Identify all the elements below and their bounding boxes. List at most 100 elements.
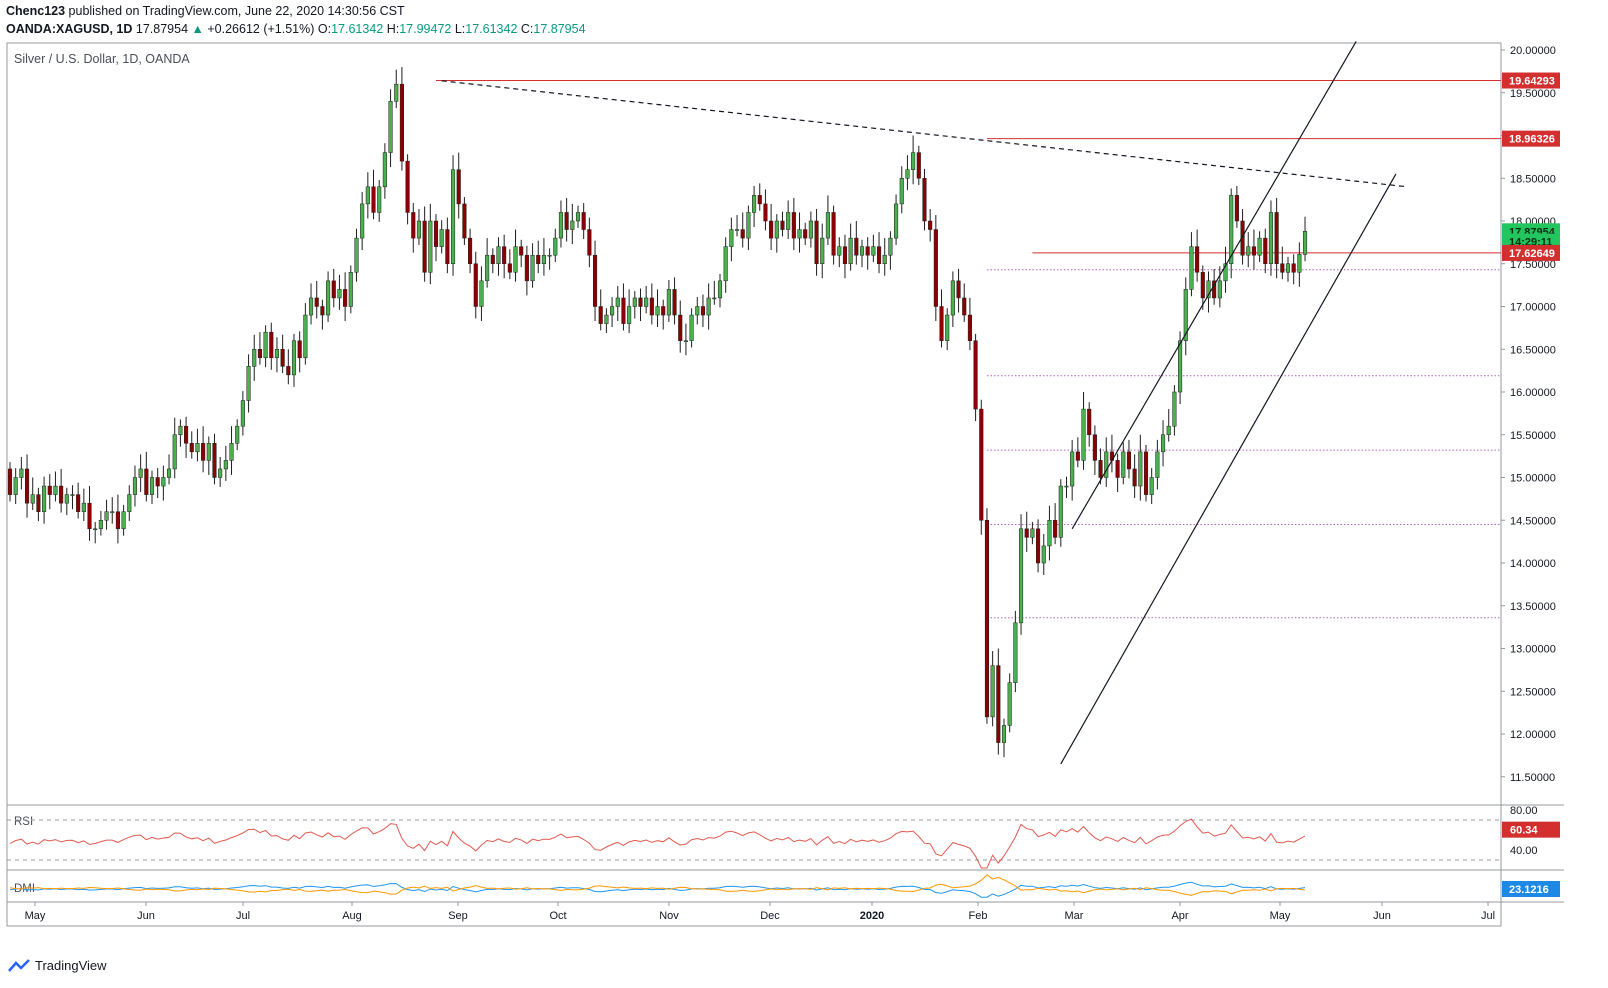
chart-title: Silver / U.S. Dollar, 1D, OANDA [14,52,190,66]
rsi-tick-label: 80.00 [1510,805,1538,817]
price-tick-label: 12.00000 [1510,729,1556,741]
price-tick-label: 17.00000 [1510,302,1556,314]
rsi-pane: RSI 80.00 40.00 60.34 [7,805,1560,869]
candle-up [746,212,751,239]
open-value: 17.61342 [331,22,384,36]
candle-up [575,212,581,222]
candle-down [59,485,64,504]
candle-down [1092,434,1097,461]
candle-down [1036,528,1041,564]
candle-up [235,425,240,444]
candle-up [825,212,830,239]
candle-down [280,349,285,367]
candle-down [854,237,859,256]
candle-down [490,254,495,264]
candle-up [604,314,609,324]
candle-down [564,212,569,230]
footer-brand-label: TradingView [35,958,107,973]
time-tick-label: May [25,910,46,922]
rsi-value-box [1502,821,1560,838]
candle-up [1285,263,1291,273]
price-tick-label: 11.50000 [1510,772,1555,784]
channel-line [1071,41,1357,530]
low-value: 17.61342 [465,22,518,36]
published-text: published on TradingView.com, June 22, 2… [68,4,405,18]
candle-up [1217,280,1222,299]
price-tick-label: 16.50000 [1510,344,1556,356]
candle-up [859,246,865,256]
candle-down [212,443,217,478]
candle-up [689,314,694,341]
time-tick-label: Feb [969,910,988,922]
candle-up [1018,528,1024,624]
candle-up [127,494,132,512]
candle-down [865,246,870,256]
chart-frame [6,42,1502,927]
candle-down [638,297,643,307]
candle-down [1098,460,1103,478]
candle-up [223,460,228,470]
candle-up [717,280,723,299]
candle-up [627,306,632,324]
candle-up [1001,725,1007,743]
candle-down [928,220,933,230]
candle-up [161,477,166,487]
candle-up [774,220,779,239]
candle-down [399,83,404,162]
candle-up [1149,477,1154,495]
candle-down [996,665,1001,743]
candle-up [1257,237,1262,256]
candle-up [98,520,103,530]
candle-down [507,263,512,273]
time-tick-label: Apr [1171,910,1188,922]
price-label-box [1502,130,1560,147]
candle-down [916,152,921,179]
trendlines[interactable] [441,41,1408,765]
publish-line: Chenc123 published on TradingView.com, J… [6,4,405,18]
rsi-value-label: 60.34 [1510,825,1538,837]
candle-up [837,246,842,256]
publisher-name[interactable]: Chenc123 [6,4,66,18]
dmi-pane: DMI 23.1216 [9,874,1560,898]
price-tick-label: 18.50000 [1510,173,1556,185]
price-tick-label: 14.00000 [1510,558,1556,570]
dmi-minus-line [9,874,1306,896]
candle-down [814,220,819,264]
candle-up [93,528,98,531]
candle-down [962,297,967,316]
ohlc-line: OANDA:XAGUSD, 1D 17.87954 ▲ +0.26612 (+1… [6,22,586,36]
candle-down [1200,272,1205,299]
candle-up [138,468,143,478]
candle-up [723,246,728,282]
candle-down [7,468,13,495]
candle-down [842,246,848,264]
candle-down [314,297,319,307]
candle-up [570,220,575,230]
candle-down [967,314,972,341]
change-value: +0.26612 (+1.51%) [207,22,315,36]
candle-up [558,212,564,239]
candle-down [445,229,450,265]
price-tick-label: 19.50000 [1510,88,1556,100]
candle-down [649,297,654,316]
candle-up [195,443,200,453]
candle-up [70,494,75,496]
candle-down [621,297,626,324]
candle-down [769,220,774,239]
candle-up [1104,451,1109,478]
footer-brand[interactable]: TradingView [8,958,107,973]
candle-up [166,468,172,478]
candle-down [740,229,745,239]
price-tick-label: 17.50000 [1510,259,1556,271]
candle-up [882,254,887,264]
candle-up [479,280,484,307]
price-tick-label: 13.50000 [1510,601,1556,613]
candle-up [1007,682,1012,726]
candle-down [1274,212,1279,264]
candle-up [439,229,444,247]
candle-down [320,306,325,316]
time-tick-label: Jun [137,910,155,922]
candle-up [1064,485,1069,488]
candle-down [201,443,206,461]
